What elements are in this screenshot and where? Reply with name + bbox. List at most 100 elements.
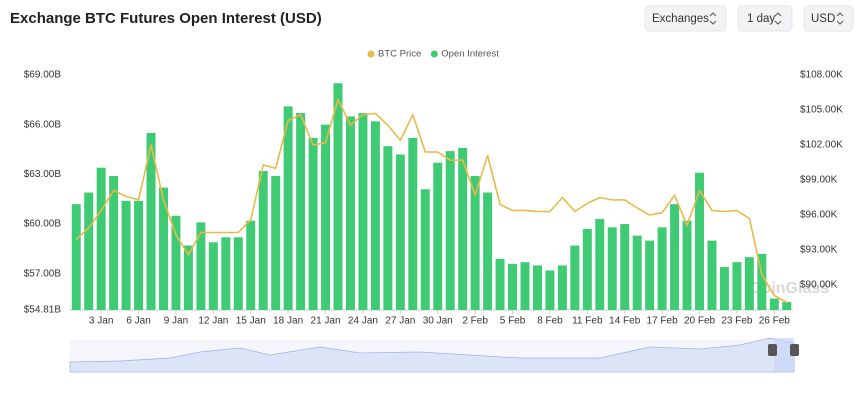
x-tick-label: 6 Jan xyxy=(126,316,150,327)
bar xyxy=(408,137,418,310)
bar xyxy=(109,176,119,310)
chart-title: Exchange BTC Futures Open Interest (USD) xyxy=(10,10,322,27)
bar xyxy=(383,146,393,310)
bar xyxy=(757,253,767,310)
bar xyxy=(196,222,206,310)
price-line xyxy=(75,98,788,304)
button-bg xyxy=(803,5,854,32)
bar xyxy=(71,204,81,310)
bar xyxy=(333,83,343,310)
bar xyxy=(84,192,94,310)
bar xyxy=(682,220,692,310)
navigator xyxy=(69,337,799,373)
bar xyxy=(370,121,380,310)
bar xyxy=(620,224,630,310)
y-tick-label: $66.00B xyxy=(24,119,62,130)
legend-swatch xyxy=(367,50,375,58)
x-tick-label: 2 Feb xyxy=(462,316,488,327)
y-tick-label: $69.00B xyxy=(24,70,62,81)
x-tick-label: 15 Jan xyxy=(236,316,266,327)
bar xyxy=(96,167,106,310)
bar xyxy=(657,227,667,310)
bar xyxy=(495,258,505,310)
bar xyxy=(208,242,218,310)
bar xyxy=(258,171,268,310)
x-tick-label: 14 Feb xyxy=(609,316,641,327)
x-tick-label: 20 Feb xyxy=(684,316,716,327)
bar xyxy=(782,301,792,310)
x-tick-label: 11 Feb xyxy=(572,316,603,327)
bar xyxy=(695,172,704,310)
bar xyxy=(508,263,518,310)
bar xyxy=(483,192,493,310)
bar xyxy=(121,200,131,310)
x-tick-label: 24 Jan xyxy=(348,316,378,327)
y2-tick-label: $99.00K xyxy=(800,175,838,186)
bar xyxy=(134,200,144,310)
x-tick-label: 30 Jan xyxy=(423,316,453,327)
bar xyxy=(159,187,168,310)
bar xyxy=(632,235,642,310)
bar xyxy=(246,220,256,310)
y2-tick-label: $90.00K xyxy=(800,280,838,291)
bar xyxy=(358,113,368,310)
y2-tick-label: $105.00K xyxy=(800,105,843,116)
y2-tick-label: $96.00K xyxy=(800,210,838,221)
button-bg xyxy=(644,5,727,32)
currency-button[interactable]: USD xyxy=(803,5,854,32)
x-tick-label: 27 Jan xyxy=(385,316,415,327)
bar xyxy=(582,229,592,310)
y-tick-label: $54.81B xyxy=(24,305,62,316)
bar xyxy=(769,298,779,310)
bar xyxy=(271,176,281,310)
navigator-window[interactable] xyxy=(774,338,794,372)
bar xyxy=(607,227,617,310)
bar xyxy=(345,116,355,311)
button-label: 1 day xyxy=(747,13,775,25)
bar xyxy=(595,219,605,310)
bar xyxy=(183,245,193,310)
button-bg xyxy=(737,5,793,32)
x-tick-label: 18 Jan xyxy=(273,316,303,327)
x-tick-label: 12 Jan xyxy=(198,316,228,327)
y2-tick-label: $93.00K xyxy=(800,245,838,256)
watermark: CoinGlass xyxy=(750,280,829,297)
chevron xyxy=(836,12,844,25)
bar xyxy=(670,204,680,310)
exchanges-button[interactable]: Exchanges xyxy=(644,5,727,32)
bar xyxy=(233,237,243,310)
bar xyxy=(707,240,717,310)
bar xyxy=(146,132,156,310)
x-tick-label: 8 Feb xyxy=(537,316,563,327)
bar xyxy=(433,162,443,310)
interval-button[interactable]: 1 day xyxy=(737,5,793,32)
bar xyxy=(732,262,742,310)
x-tick-label: 26 Feb xyxy=(759,316,791,327)
bar xyxy=(520,262,530,310)
bar xyxy=(283,106,293,310)
bar xyxy=(308,137,318,310)
bar xyxy=(445,151,455,310)
navigator-handle[interactable] xyxy=(768,344,777,356)
x-tick-label: 21 Jan xyxy=(311,316,341,327)
legend-swatch xyxy=(430,50,438,58)
button-label: USD xyxy=(811,13,835,25)
bar xyxy=(221,237,231,310)
bar xyxy=(395,154,405,310)
bar xyxy=(645,240,655,310)
bar xyxy=(470,176,480,310)
bar xyxy=(420,189,430,310)
navigator-handle[interactable] xyxy=(790,344,799,356)
bar xyxy=(557,265,567,310)
legend-label: BTC Price xyxy=(378,49,421,60)
x-tick-label: 23 Feb xyxy=(721,316,753,327)
bar xyxy=(744,257,754,310)
x-tick-label: 3 Jan xyxy=(89,316,113,327)
legend-label: Open Interest xyxy=(441,49,499,60)
y2-tick-label: $108.00K xyxy=(800,70,843,81)
x-tick-label: 17 Feb xyxy=(647,316,679,327)
chevron xyxy=(774,12,782,25)
y-tick-label: $60.00B xyxy=(24,219,62,230)
button-label: Exchanges xyxy=(652,13,709,25)
